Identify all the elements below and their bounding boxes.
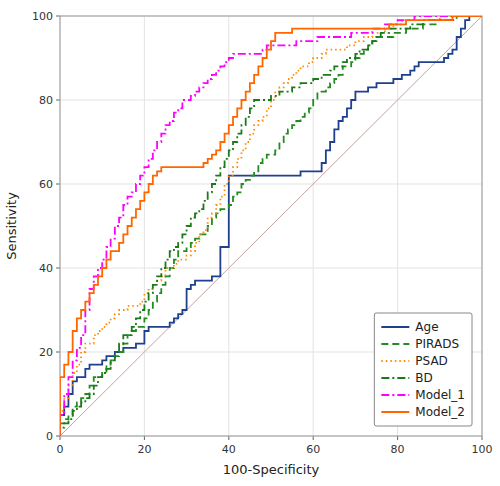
y-tick [56,268,60,269]
y-tick [56,352,60,353]
y-tick-label: 60 [39,178,53,191]
y-grid-line [60,268,482,269]
x-tick [313,436,314,440]
series-line [60,16,482,436]
chart: 0 20 40 60 80 100 0 20 40 60 80 100 100-Specificity S… [0,0,500,486]
legend-label: Model_1 [415,388,465,402]
x-tick [144,436,145,440]
legend-swatch [381,343,409,345]
legend-label: PIRADS [415,337,459,351]
y-grid-line [60,184,482,185]
x-grid-line [144,16,145,436]
x-tick-label: 40 [222,443,236,456]
legend-label: Model_2 [415,405,465,419]
legend-label: BD [415,371,432,385]
legend-swatch [381,394,409,396]
legend-label: PSAD [415,354,448,368]
x-tick-label: 0 [57,443,64,456]
plot-frame [60,16,482,436]
reference-diagonal [60,16,482,436]
legend-swatch [381,360,409,362]
x-tick [482,436,483,440]
x-tick-label: 20 [137,443,151,456]
y-tick [56,436,60,437]
series-line [60,16,482,436]
y-axis-label: Sensitivity [4,192,19,260]
y-tick-label: 100 [32,10,53,23]
series-line [60,16,482,436]
x-tick [60,436,61,440]
x-tick [228,436,229,440]
x-tick-label: 60 [306,443,320,456]
plot-data [60,16,482,436]
x-tick [397,436,398,440]
series-line [60,16,482,436]
y-tick-label: 40 [39,262,53,275]
y-tick [56,100,60,101]
grid [60,16,482,436]
series-line [60,16,482,436]
y-tick-label: 20 [39,346,53,359]
legend-swatch [381,411,409,413]
legend-box [374,313,472,426]
legend-swatch [381,326,409,328]
axes: 0 20 40 60 80 100 0 20 40 60 80 100 [32,10,493,456]
legend-swatch [381,377,409,379]
legend: Age PIRADS PSAD BD Model_1 Model_2 [374,313,472,426]
y-tick-label: 80 [39,94,53,107]
x-axis-label: 100-Specificity [223,462,320,477]
y-tick-label: 0 [46,430,53,443]
x-tick-label: 80 [391,443,405,456]
y-tick [56,184,60,185]
y-tick [56,16,60,17]
x-tick-label: 100 [472,443,493,456]
series-line [60,16,482,436]
legend-label: Age [415,320,438,334]
